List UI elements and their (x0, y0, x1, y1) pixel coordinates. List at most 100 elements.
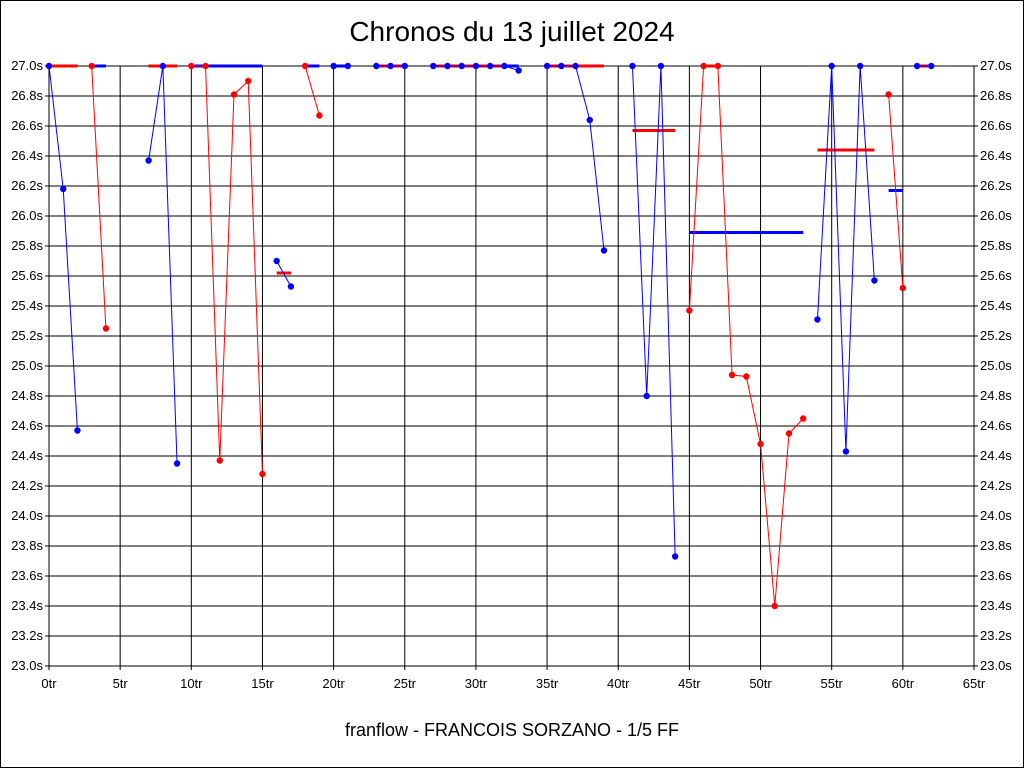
y-tick-label-left: 24.0s (11, 508, 43, 523)
blue-lap-point (657, 62, 665, 70)
blue-lap-point (444, 62, 451, 70)
blue-lap-point (273, 257, 280, 265)
y-tick-label-right: 26.0s (980, 208, 1012, 223)
y-tick-label-left: 23.0s (11, 658, 43, 673)
y-tick-label-right: 24.2s (980, 478, 1012, 493)
blue-lap-point (401, 62, 408, 70)
y-tick-label-right: 25.4s (980, 298, 1012, 313)
x-tick-label: 35tr (536, 676, 559, 691)
blue-lap-point (928, 62, 935, 70)
y-tick-label-left: 24.4s (11, 448, 43, 463)
blue-lap-line (631, 65, 676, 557)
blue-lap-point (373, 62, 380, 70)
blue-lap-point (173, 460, 181, 467)
blue-lap-point (543, 62, 551, 70)
blue-lap-point (159, 62, 167, 70)
y-tick-label-right: 25.8s (980, 238, 1012, 253)
red-lap-line (304, 65, 320, 116)
red-lap-point (771, 602, 778, 610)
x-tick-label: 10tr (180, 676, 203, 691)
blue-lap-point (45, 62, 53, 70)
x-tick-label: 60tr (892, 676, 915, 691)
red-lap-point (686, 307, 693, 314)
x-tick-label: 0tr (41, 676, 57, 691)
y-tick-label-right: 24.8s (980, 388, 1012, 403)
blue-lap-point (572, 62, 579, 70)
y-tick-label-left: 23.2s (11, 628, 43, 643)
y-tick-label-right: 27.0s (980, 58, 1012, 73)
blue-lap-point (74, 427, 81, 434)
blue-lap-point (430, 62, 437, 70)
red-lap-point (714, 62, 722, 70)
blue-lap-point (501, 62, 508, 70)
red-lap-line (91, 65, 107, 329)
y-tick-label-left: 24.8s (11, 388, 43, 403)
red-lap-point (301, 62, 309, 70)
blue-lap-point (671, 553, 679, 560)
y-tick-label-left: 26.6s (11, 118, 43, 133)
blue-lap-point (586, 116, 593, 124)
x-tick-label: 50tr (749, 676, 772, 691)
y-tick-label-left: 25.8s (11, 238, 43, 253)
red-lap-point (885, 91, 892, 98)
red-lap-point (800, 415, 807, 422)
red-lap-point (230, 91, 238, 98)
blue-lap-point (344, 62, 352, 70)
red-lap-point (757, 440, 764, 448)
x-tick-label: 45tr (678, 676, 701, 691)
blue-lap-point (856, 62, 864, 70)
blue-lap-point (486, 62, 494, 70)
red-lap-point (245, 77, 252, 85)
blue-lap-point (515, 67, 522, 74)
y-tick-label-left: 26.0s (11, 208, 43, 223)
y-tick-label-right: 24.0s (980, 508, 1012, 523)
blue-lap-point (828, 62, 835, 70)
y-tick-label-left: 25.6s (11, 268, 43, 283)
y-tick-label-left: 25.0s (11, 358, 43, 373)
y-tick-label-left: 26.4s (11, 148, 43, 163)
red-lap-point (899, 284, 907, 292)
red-lap-point (743, 373, 750, 380)
blue-lap-point (60, 185, 67, 193)
y-tick-label-right: 23.2s (980, 628, 1012, 643)
blue-lap-point (842, 448, 850, 455)
blue-lap-point (330, 62, 337, 70)
x-tick-label: 40tr (607, 676, 630, 691)
y-tick-label-left: 26.8s (11, 88, 43, 103)
blue-lap-point (871, 277, 878, 284)
y-tick-label-right: 23.0s (980, 658, 1012, 673)
y-tick-label-right: 23.4s (980, 598, 1012, 613)
x-tick-label: 55tr (820, 676, 843, 691)
red-lap-point (316, 112, 323, 119)
blue-lap-point (387, 62, 394, 70)
y-tick-label-left: 25.2s (11, 328, 43, 343)
blue-lap-point (472, 62, 480, 70)
red-lap-point (202, 62, 209, 70)
red-lap-point (88, 62, 95, 70)
x-tick-label: 5tr (113, 676, 129, 691)
y-tick-label-right: 23.6s (980, 568, 1012, 583)
y-tick-label-right: 25.2s (980, 328, 1012, 343)
y-tick-label-left: 25.4s (11, 298, 43, 313)
blue-lap-point (145, 157, 152, 164)
blue-lap-point (600, 247, 608, 254)
blue-lap-point (913, 62, 921, 70)
red-lap-point (785, 430, 793, 437)
blue-lap-line (276, 260, 292, 287)
chart-footer: franflow - FRANCOIS SORZANO - 1/5 FF (344, 720, 680, 740)
y-tick-label-left: 26.2s (11, 178, 43, 193)
y-tick-label-right: 24.6s (980, 418, 1012, 433)
y-tick-label-left: 23.6s (11, 568, 43, 583)
y-tick-label-right: 26.4s (980, 148, 1012, 163)
red-lap-point (728, 371, 736, 379)
y-tick-label-left: 23.8s (11, 538, 43, 553)
blue-lap-point (558, 62, 565, 70)
x-tick-label: 30tr (465, 676, 488, 691)
red-lap-point (216, 457, 223, 464)
red-lap-line (888, 94, 904, 289)
red-lap-point (700, 62, 707, 70)
y-tick-label-right: 26.2s (980, 178, 1012, 193)
y-tick-label-right: 26.8s (980, 88, 1012, 103)
x-tick-label: 25tr (394, 676, 417, 691)
